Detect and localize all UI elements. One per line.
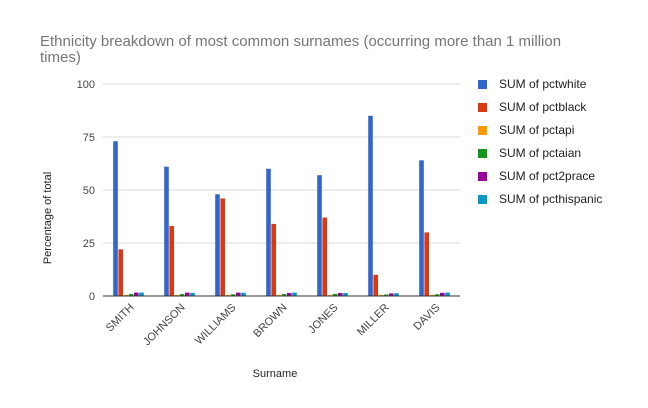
bar [220,198,225,296]
legend-swatch [478,149,487,158]
legend-swatch [478,126,487,135]
bar [338,293,343,296]
x-tick-label: SMITH [104,302,137,335]
legend-swatch [478,80,487,89]
bar [322,217,327,296]
bar [230,294,236,296]
bar [434,294,440,296]
bar [123,294,129,296]
x-tick-label: MILLER [355,302,392,339]
bar [179,294,185,296]
bars [113,115,450,296]
y-axis-title: Percentage of total [42,172,54,264]
bar [317,175,322,296]
bar [215,194,220,296]
bar [378,294,384,296]
bar [332,293,338,296]
chart-title-line-2: times) [40,49,81,66]
bar [292,292,297,296]
legend-label: SUM of pcthispanic [499,192,602,206]
x-tick-label: JOHNSON [141,302,188,349]
bar [118,249,123,296]
x-tick-label: JONES [306,302,340,336]
bar [185,292,190,296]
y-tick-label: 25 [83,238,95,250]
bar [190,292,195,296]
bar [134,292,139,296]
legend-swatch [478,195,487,204]
x-tick-label: WILLIAMS [193,302,239,348]
bar [343,293,348,296]
bar [266,168,271,296]
bar [389,293,394,296]
bar [225,294,231,296]
bar [440,292,445,296]
bar [139,292,144,296]
x-tick-label: BROWN [251,302,289,340]
bar [281,294,287,296]
legend-label: SUM of pct2prace [499,169,595,183]
legend-label: SUM of pctapi [499,123,574,137]
bar [271,223,276,296]
bar [429,294,435,296]
legend-swatch [478,103,487,112]
legend-label: SUM of pctblack [499,100,587,114]
bar [113,141,118,296]
legend-label: SUM of pctaian [499,146,581,160]
chart-title-line-1: Ethnicity breakdown of most common surna… [40,33,561,50]
bar [169,226,174,296]
bar [424,232,429,296]
y-tick-label: 100 [77,79,95,91]
legend: SUM of pctwhite SUM of pctblack SUM of pct… [478,77,602,206]
bar [445,292,450,296]
bar [419,160,424,296]
bar [368,115,373,296]
y-axis-ticks: 0 25 50 75 100 [77,79,95,303]
x-axis-title: Surname [253,368,298,380]
y-tick-label: 0 [89,291,95,303]
legend-swatch [478,172,487,181]
y-tick-label: 50 [83,185,95,197]
bar [394,293,399,296]
legend-label: SUM of pctwhite [499,77,587,91]
y-tick-label: 75 [83,132,95,144]
bar [236,292,241,296]
x-axis-ticks: SMITH JOHNSON WILLIAMS BROWN JONES MILLER DAVI… [104,302,443,349]
bar [276,294,282,296]
bar [287,293,292,296]
bar [241,292,246,296]
bar [383,294,389,296]
bar [164,166,169,296]
gridlines [103,83,460,244]
bar [128,294,134,296]
x-tick-label: DAVIS [411,302,442,333]
bar [373,274,378,296]
bar [174,294,180,296]
bar [327,294,333,296]
